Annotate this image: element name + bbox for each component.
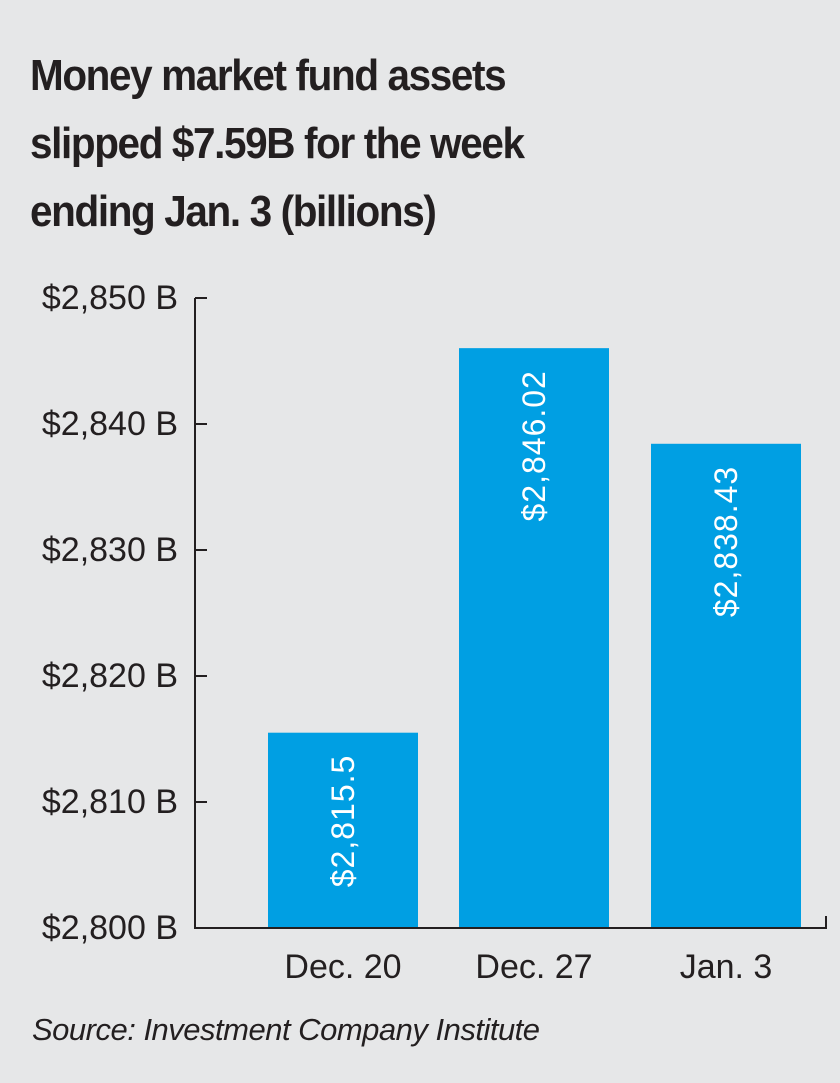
bar	[268, 732, 418, 928]
chart-title-line: slipped $7.59B for the week	[30, 119, 525, 168]
bar-value-label: $2,838.43	[708, 466, 744, 617]
chart-title-line: ending Jan. 3 (billions)	[30, 187, 437, 236]
y-tick-label: $2,840 B	[42, 405, 178, 443]
y-tick-label: $2,800 B	[42, 909, 178, 947]
bar	[459, 348, 609, 928]
bar-value-label: $2,846.02	[516, 370, 552, 521]
x-tick-label: Dec. 27	[475, 948, 592, 986]
chart-title: Money market fund assets slipped $7.59B …	[30, 42, 757, 246]
y-tick-label: $2,820 B	[42, 657, 178, 695]
bar-value-label: $2,815.5	[325, 755, 361, 888]
y-tick-label: $2,810 B	[42, 783, 178, 821]
source-note: Source: Investment Company Institute	[32, 1012, 540, 1047]
y-tick-label: $2,850 B	[42, 279, 178, 317]
x-tick-label: Jan. 3	[680, 948, 773, 986]
x-tick-label: Dec. 20	[284, 948, 401, 986]
chart-title-line: Money market fund assets	[30, 51, 507, 100]
y-tick-label: $2,830 B	[42, 531, 178, 569]
bar	[651, 443, 801, 928]
